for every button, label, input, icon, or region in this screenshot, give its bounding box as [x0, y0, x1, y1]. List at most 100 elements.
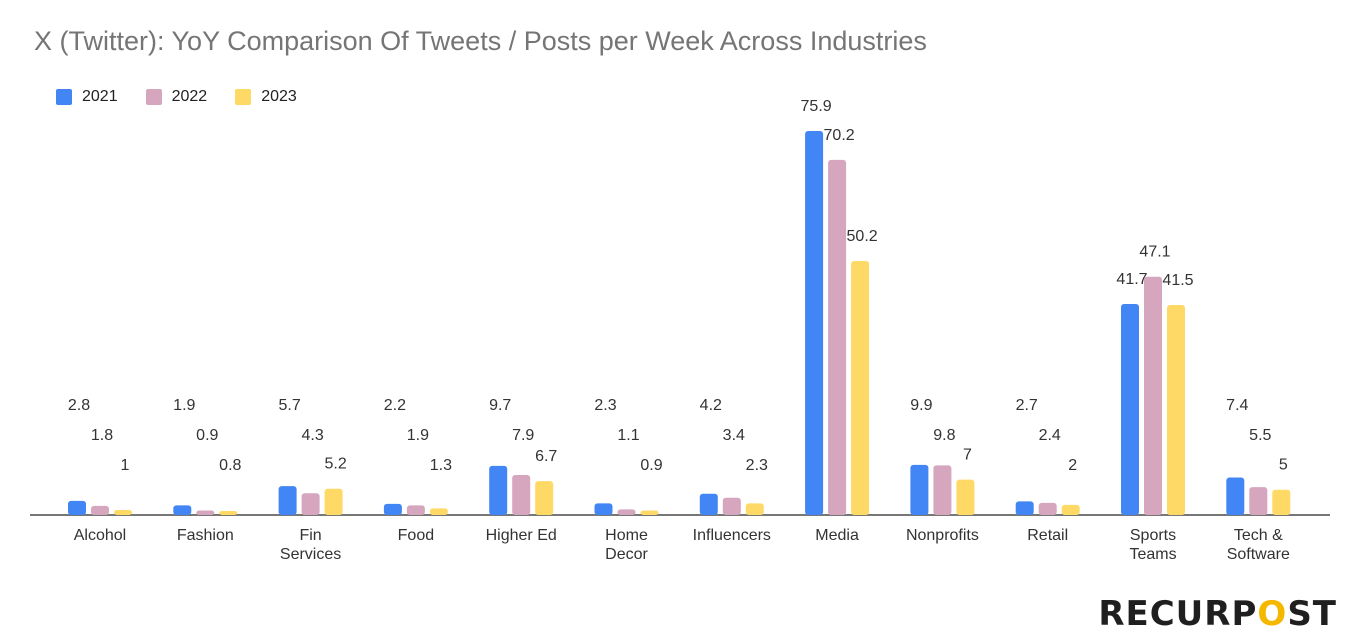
data-label: 2.8 — [68, 397, 90, 414]
data-label: 75.9 — [801, 98, 832, 115]
bar-2021 — [1121, 304, 1139, 515]
data-label: 9.9 — [910, 397, 932, 414]
x-tick-label: Services — [280, 546, 341, 563]
legend-label: 2021 — [82, 88, 118, 105]
bar-2021 — [278, 486, 297, 515]
bar-2022 — [722, 497, 741, 515]
bar-2021 — [910, 464, 929, 515]
bar-2021 — [699, 493, 718, 515]
data-label: 7 — [963, 447, 972, 464]
legend-swatch — [235, 89, 252, 105]
data-label: 7.9 — [512, 427, 534, 444]
data-label: 70.2 — [824, 127, 855, 144]
bar-2022 — [196, 510, 215, 515]
data-label: 1.8 — [91, 427, 113, 444]
x-tick-label: Nonprofits — [906, 527, 979, 544]
bar-2021 — [1226, 477, 1245, 515]
data-label: 1.1 — [617, 427, 639, 444]
data-label: 4.2 — [700, 397, 722, 414]
x-tick-label: Food — [398, 527, 434, 544]
data-label: 4.3 — [301, 427, 323, 444]
bar-2022 — [1249, 487, 1268, 515]
bar-2023 — [429, 508, 448, 515]
bar-2022 — [617, 509, 636, 515]
data-label: 6.7 — [535, 448, 557, 465]
bar-2021 — [173, 505, 192, 515]
legend-item-2021: 2021 — [56, 88, 118, 106]
bar-2022 — [512, 475, 531, 515]
data-label: 41.7 — [1116, 271, 1147, 288]
bar-2022 — [301, 493, 320, 515]
data-label: 5 — [1279, 457, 1288, 474]
legend-item-2023: 2023 — [235, 88, 297, 106]
bar-2023 — [1061, 504, 1080, 515]
x-tick-label: Retail — [1027, 527, 1068, 544]
legend-label: 2022 — [171, 88, 208, 105]
bar-2023 — [324, 488, 343, 515]
data-label: 2.2 — [384, 397, 406, 414]
data-label: 5.7 — [278, 397, 300, 414]
data-label: 0.9 — [640, 457, 662, 474]
bar-2023 — [956, 479, 975, 515]
data-label: 50.2 — [847, 228, 878, 245]
bar-2022 — [828, 159, 847, 515]
legend-item-2022: 2022 — [145, 88, 208, 106]
legend-label: 2023 — [261, 88, 297, 105]
bar-2021 — [594, 503, 613, 515]
x-tick-label: Decor — [605, 546, 648, 563]
x-tick-label: Software — [1227, 546, 1290, 563]
x-tick-label: Influencers — [693, 527, 771, 544]
bar-2021 — [1015, 501, 1034, 515]
x-tick-label: Fashion — [177, 527, 234, 544]
legend-swatch — [56, 89, 72, 105]
data-label: 5.5 — [1249, 427, 1271, 444]
bar-2022 — [406, 505, 425, 515]
x-tick-label: Media — [815, 527, 859, 544]
data-label: 0.8 — [219, 457, 241, 474]
x-tick-label: Higher Ed — [486, 527, 557, 544]
recurpost-logo: RECURPOST — [1098, 594, 1337, 634]
bar-2021 — [489, 465, 508, 515]
bar-2021 — [68, 500, 86, 515]
bar-2023 — [114, 509, 132, 515]
bar-2021 — [383, 503, 402, 515]
data-label: 9.7 — [489, 397, 511, 414]
chart-title: X (Twitter): YoY Comparison Of Tweets / … — [34, 26, 927, 56]
bar-2023 — [1167, 305, 1185, 515]
data-label: 41.5 — [1162, 272, 1193, 289]
data-label: 2.4 — [1039, 427, 1061, 444]
data-label: 5.2 — [324, 456, 346, 473]
data-label: 2.3 — [746, 457, 768, 474]
bar-2023 — [745, 503, 764, 515]
legend-swatch — [145, 89, 162, 105]
data-label: 2.3 — [594, 397, 616, 414]
x-tick-label: Home — [605, 527, 648, 544]
legend: 2021 2022 2023 — [56, 88, 297, 106]
bar-2021 — [805, 131, 824, 515]
bar-2023 — [535, 481, 554, 515]
bar-2022 — [933, 465, 952, 515]
bar-2023 — [1272, 489, 1291, 515]
bar-2023 — [640, 510, 659, 515]
data-label: 9.8 — [933, 427, 955, 444]
x-tick-label: Tech & — [1234, 527, 1283, 544]
bar-2023 — [851, 261, 870, 515]
data-label: 1.9 — [407, 427, 429, 444]
x-tick-label: Sports — [1130, 527, 1176, 544]
x-tick-label: Teams — [1129, 546, 1176, 563]
data-label: 1.9 — [173, 397, 195, 414]
x-tick-label: Fin — [299, 527, 321, 544]
data-label: 2.7 — [1016, 397, 1038, 414]
bar-2022 — [1038, 502, 1057, 515]
bar-2023 — [219, 510, 238, 515]
data-label: 0.9 — [196, 427, 218, 444]
data-label: 2 — [1068, 457, 1077, 474]
data-label: 47.1 — [1139, 244, 1170, 261]
data-label: 7.4 — [1226, 397, 1248, 414]
bar-2022 — [91, 505, 109, 515]
bar-2022 — [1144, 276, 1162, 515]
data-label: 1 — [121, 457, 130, 474]
data-label: 1.3 — [430, 457, 452, 474]
data-label: 3.4 — [723, 427, 745, 444]
x-tick-label: Alcohol — [74, 527, 126, 544]
